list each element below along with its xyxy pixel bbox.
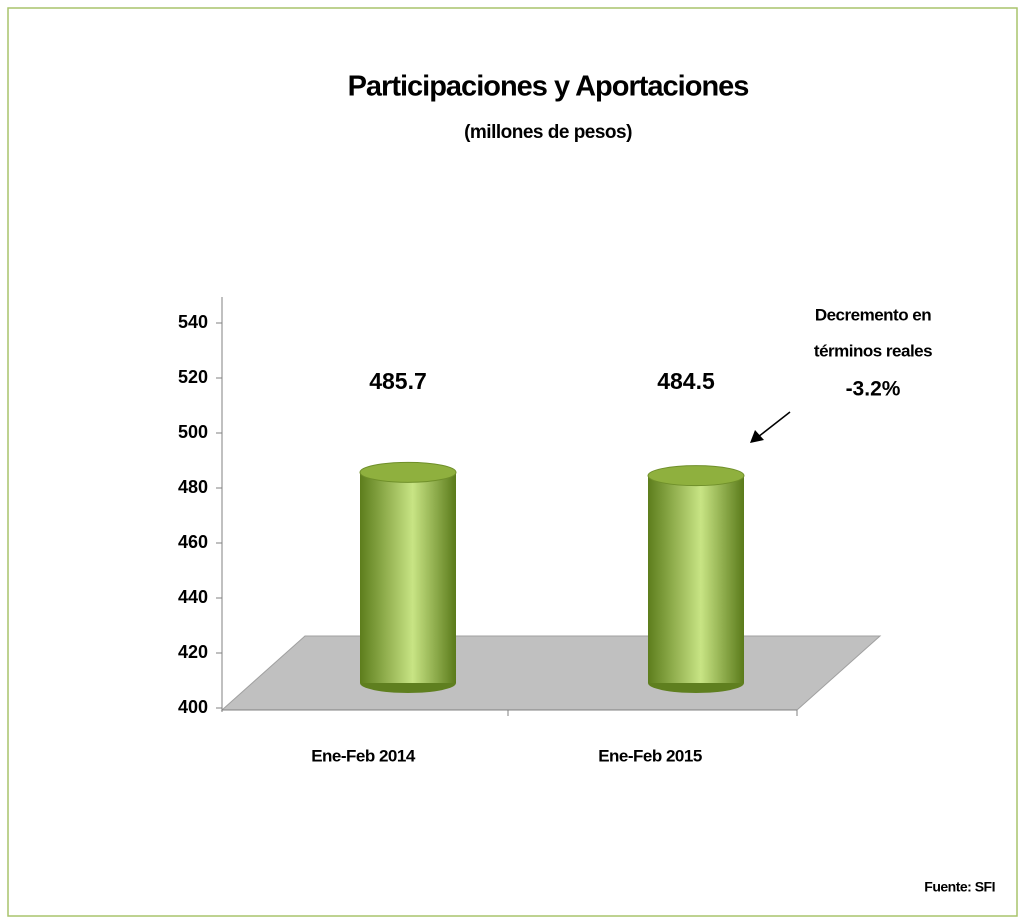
arrow-head bbox=[750, 430, 764, 443]
y-tick-label: 460 bbox=[178, 532, 208, 552]
y-tick-label: 480 bbox=[178, 477, 208, 497]
chart-title: Participaciones y Aportaciones bbox=[348, 71, 749, 103]
frame bbox=[7, 7, 1018, 917]
y-tick-label: 440 bbox=[178, 587, 208, 607]
value-label: 484.5 bbox=[657, 368, 715, 394]
source: Fuente: SFI bbox=[924, 879, 995, 895]
y-tick-label: 520 bbox=[178, 367, 208, 387]
annotation: Decremento en bbox=[815, 305, 931, 324]
value-label: 485.7 bbox=[369, 368, 427, 394]
y-tick-label: 400 bbox=[178, 697, 208, 717]
annotation: términos reales bbox=[814, 341, 932, 360]
chart-subtitle: (millones de pesos) bbox=[464, 122, 632, 143]
arrow bbox=[757, 411, 791, 438]
x-tick-label: Ene-Feb 2015 bbox=[598, 746, 702, 765]
y-tick-label: 540 bbox=[178, 312, 208, 332]
cylinder-body bbox=[360, 472, 456, 683]
y-tick-label: 500 bbox=[178, 422, 208, 442]
y-tick-label: 420 bbox=[178, 642, 208, 662]
x-tick-label: Ene-Feb 2014 bbox=[311, 746, 416, 765]
cylinder-top bbox=[359, 461, 457, 483]
floor bbox=[220, 635, 882, 711]
cylinder-body bbox=[648, 475, 744, 683]
annotation-value: -3.2% bbox=[846, 378, 901, 401]
cylinder-top bbox=[647, 465, 745, 487]
